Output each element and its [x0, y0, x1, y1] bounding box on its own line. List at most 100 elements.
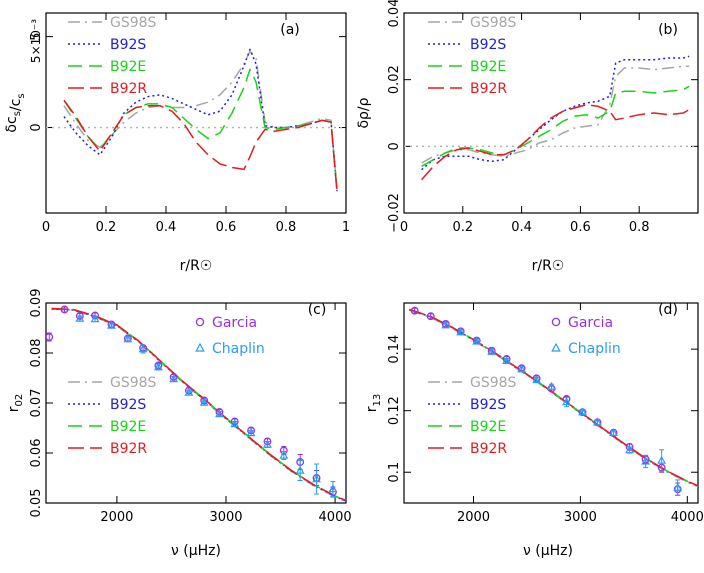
legend-label-B92R: B92R	[470, 441, 507, 457]
panel-b: 0 0.2 0.4 0.6 0.8−0.0200.020.04(b)GS98SB92SB…	[356, 0, 699, 274]
series-line-B92R	[51, 307, 346, 502]
legend-label-B92S: B92S	[110, 37, 146, 53]
series-line-GS98S	[63, 50, 338, 190]
marker-Garcia	[46, 333, 54, 341]
marker-Chaplin	[75, 313, 85, 322]
series-line-B92E	[409, 308, 698, 487]
marker-legend-c: Garcia Chaplin	[195, 315, 265, 357]
y-tick-label: 0	[29, 123, 44, 131]
panel-d-plot	[409, 306, 698, 496]
marker-Chaplin	[547, 381, 556, 390]
marker-Chaplin	[328, 484, 338, 493]
marker-Chaplin	[578, 407, 587, 416]
marker-legend-symbol-Garcia	[195, 317, 205, 327]
legend-b: GS98S B92S B92E B92R	[428, 15, 517, 97]
marker-Chaplin	[169, 374, 179, 383]
y-tick-label: −0.02	[387, 193, 402, 233]
x-tick-label: 2000	[100, 510, 133, 525]
x-tick-label: 2000	[457, 510, 490, 525]
marker-Chaplin	[295, 465, 305, 474]
y-tick-label: 0	[387, 142, 402, 150]
panel-c: 2000 3000 4000 0.05 0.06 0.07 0.08 0.09 (c) GS98S…	[6, 289, 352, 559]
legend-c: GS98S B92S B92E B92R	[68, 375, 157, 457]
marker-Chaplin	[562, 397, 571, 406]
marker-legend-d: Garcia Chaplin	[551, 315, 621, 357]
x-tick-label: 4000	[671, 510, 704, 525]
legend-label-B92S: B92S	[470, 397, 506, 413]
marker-Chaplin	[230, 419, 240, 428]
panel-c-plot	[46, 305, 346, 503]
panel-a: 0 0.2 0.4 0.6 0.8 1 0 55×10⁻³ (a) GS98S B92S B92E B9…	[4, 12, 350, 274]
y-tick-label: 0.08	[29, 339, 44, 368]
legend-label-B92S: B92S	[110, 397, 146, 413]
x-tick-label: 3000	[564, 510, 597, 525]
y-tick-label: 0.06	[29, 439, 44, 468]
series-line-B92S	[63, 48, 338, 192]
y-tick-label: 0.12	[387, 396, 402, 425]
series-line-B92E	[51, 307, 346, 502]
legend-label-B92R: B92R	[110, 81, 147, 97]
marker-Chaplin	[625, 445, 634, 454]
x-tick-label: 0.6	[216, 220, 237, 235]
x-axis-label: ν (μHz)	[171, 543, 221, 559]
legend-label-B92R: B92R	[110, 441, 147, 457]
y-tick-label: 0.09	[29, 289, 44, 318]
marker-Chaplin	[199, 397, 209, 406]
y-tick-label: 0.02	[387, 65, 402, 94]
series-line-B92R	[409, 308, 698, 487]
series-line-GS98S	[51, 308, 346, 503]
marker-Chaplin	[502, 355, 512, 365]
x-axis-label: r/R☉	[180, 258, 213, 274]
x-tick-label: 0	[42, 220, 50, 235]
y-axis-label: δρ/ρ	[356, 97, 372, 128]
x-tick-label: 0.8	[629, 220, 650, 235]
marker-Chaplin	[215, 409, 224, 418]
legend-label-GS98S: GS98S	[470, 15, 517, 31]
panel-b-plot	[421, 55, 690, 181]
y-tick-label: 0.04	[387, 0, 402, 27]
panel-d-frame	[403, 302, 699, 504]
marker-Chaplin	[532, 375, 541, 384]
series-line-B92R	[63, 99, 338, 192]
series-line-B92E	[421, 85, 690, 167]
x-tick-label: 0.4	[156, 220, 177, 235]
legend-label-B92E: B92E	[110, 419, 146, 435]
series-line-B92E	[63, 68, 338, 192]
y-tick-label: 0.05	[29, 489, 44, 518]
marker-Garcia	[426, 312, 435, 321]
x-tick-label: 0.8	[276, 220, 297, 235]
marker-Chaplin	[263, 439, 272, 448]
legend-label-GS98S: GS98S	[110, 375, 157, 391]
panel-label: (a)	[280, 22, 300, 38]
y-tick-label: 5	[29, 32, 44, 40]
x-tick-label: 1	[342, 220, 350, 235]
y-tick-label: 0.1	[387, 462, 402, 483]
series-line-GS98S	[409, 309, 698, 488]
panel-label: (c)	[308, 302, 327, 318]
panel-label: (d)	[658, 302, 678, 318]
marker-legend-label-Chaplin: Chaplin	[212, 341, 265, 357]
marker-Chaplin	[138, 344, 148, 353]
marker-Chaplin	[593, 417, 602, 426]
marker-Chaplin	[641, 456, 651, 465]
marker-Chaplin	[657, 455, 667, 464]
y-axis-label: r13	[364, 394, 383, 413]
marker-Chaplin	[246, 428, 256, 437]
marker-Chaplin	[456, 327, 466, 336]
legend-label-GS98S: GS98S	[470, 375, 517, 391]
marker-Chaplin	[487, 346, 497, 355]
x-axis-label: r/R☉	[532, 258, 565, 274]
x-tick-label: 4000	[319, 510, 352, 525]
series-line-B92S	[421, 55, 690, 171]
y-tick-label: 0.14	[387, 335, 402, 364]
marker-Chaplin	[90, 314, 100, 323]
marker-Chaplin	[472, 336, 482, 345]
marker-Chaplin	[184, 387, 194, 396]
marker-Chaplin	[107, 320, 116, 329]
marker-legend-symbol-Garcia	[551, 317, 561, 327]
marker-legend-label-Garcia: Garcia	[568, 315, 613, 331]
y-axis-label: r02	[6, 394, 25, 413]
x-axis-label: ν (μHz)	[523, 543, 573, 559]
marker-Chaplin	[153, 362, 163, 371]
x-tick-label: 0.6	[570, 220, 591, 235]
